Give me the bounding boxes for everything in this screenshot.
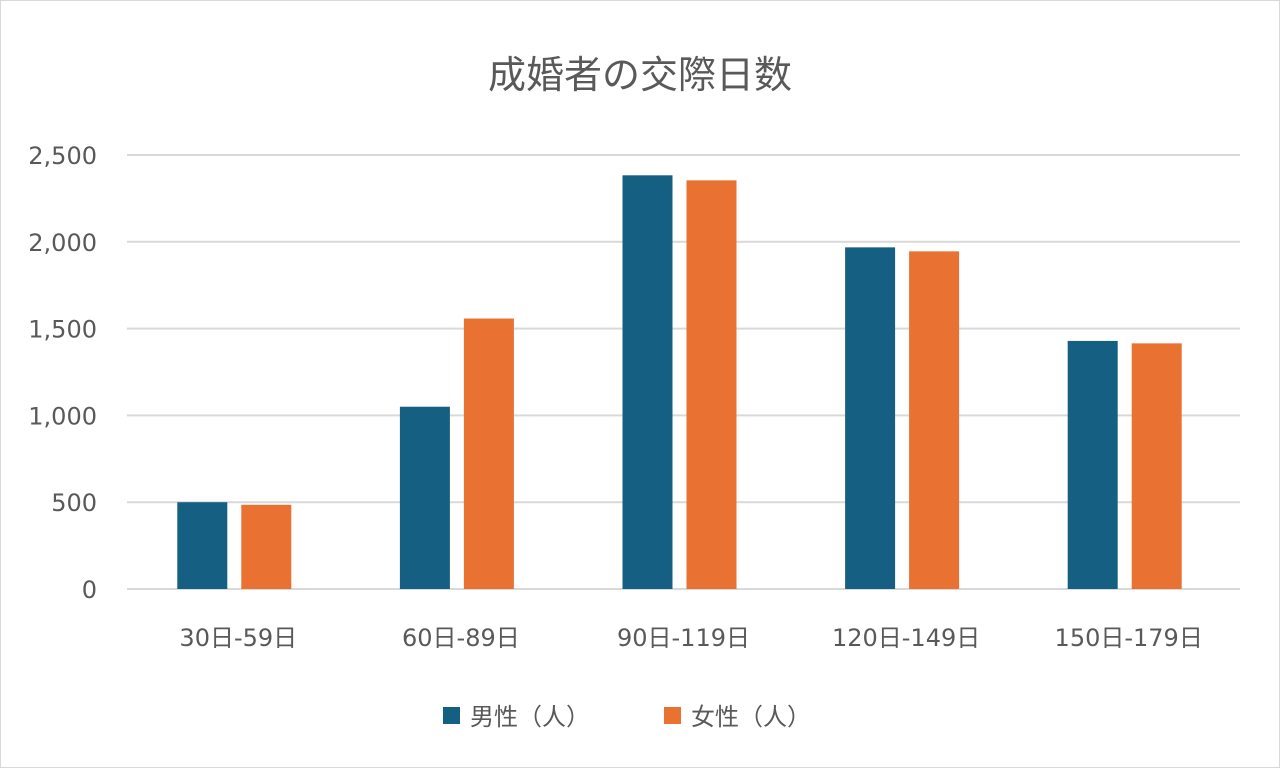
- y-axis-ticks: 0 500 1,000 1,500 2,000 2,500: [28, 142, 97, 604]
- x-tick-label: 60日-89日: [402, 624, 520, 652]
- bar-female: [463, 318, 514, 589]
- bar-female: [686, 180, 737, 590]
- y-tick-label: 2,000: [28, 229, 97, 257]
- legend-swatch: [664, 707, 681, 724]
- bar-male: [1067, 340, 1118, 589]
- x-tick-label: 30日-59日: [179, 624, 297, 652]
- bar-male: [845, 247, 896, 589]
- gridlines: [127, 154, 1240, 590]
- legend: 男性（人） 女性（人）: [443, 703, 811, 731]
- bar-female: [241, 504, 292, 589]
- bar-male: [622, 175, 673, 589]
- y-tick-label: 500: [51, 489, 97, 517]
- bars: [177, 175, 1182, 590]
- x-axis-ticks: 30日-59日 60日-89日 90日-119日 120日-149日 150日-179日: [179, 624, 1202, 652]
- legend-label: 男性（人）: [470, 703, 590, 731]
- legend-label: 女性（人）: [691, 703, 811, 731]
- x-tick-label: 120日-149日: [832, 624, 980, 652]
- y-tick-label: 1,500: [28, 316, 97, 344]
- bar-female: [909, 251, 960, 589]
- bar-male: [399, 406, 450, 589]
- bar-female: [1131, 343, 1182, 589]
- legend-swatch: [443, 707, 460, 724]
- y-tick-label: 0: [82, 576, 97, 604]
- x-tick-label: 90日-119日: [617, 624, 750, 652]
- y-tick-label: 1,000: [28, 402, 97, 430]
- x-tick-label: 150日-179日: [1055, 624, 1203, 652]
- bar-male: [177, 502, 228, 589]
- y-tick-label: 2,500: [28, 142, 97, 170]
- chart-title: 成婚者の交際日数: [488, 53, 792, 97]
